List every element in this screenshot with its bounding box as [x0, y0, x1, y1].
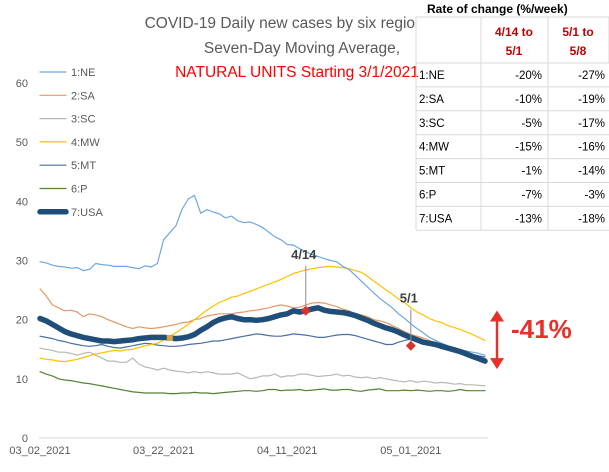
legend: 1:NE 2:SA 3:SC 4:MW 5:MT 6:P 7:USA [37, 67, 103, 219]
event-marker-diamond [300, 305, 311, 316]
legend-label: 6:P [71, 184, 88, 196]
y-tick-label: 10 [16, 374, 28, 386]
table-cell-region: 2:SA [419, 94, 444, 106]
table-col2-header-line-1: 5/1 to [562, 25, 593, 39]
change-arrow-head-up [490, 310, 504, 322]
table-cell-change-2: -17% [578, 118, 605, 130]
x-tick-label: 03_22_2021 [133, 445, 194, 457]
table-cell-change-1: -10% [515, 94, 542, 106]
y-tick-label: 30 [16, 256, 28, 268]
table-cell-region: 6:P [419, 190, 437, 202]
table-cell-change-2: -27% [578, 70, 605, 82]
event-marker-label: 5/1 [400, 291, 418, 306]
table-cell-change-1: -13% [515, 213, 542, 225]
table-cell-region: 3:SC [419, 118, 445, 130]
table-cell-change-1: -20% [515, 70, 542, 82]
chart-title-line-2: Seven-Day Moving Average, [204, 40, 400, 57]
table-cell-change-1: -15% [515, 142, 542, 154]
x-tick-labels: 03_02_2021 03_22_2021 04_11_2021 05_01_2021 [9, 445, 441, 457]
table-col2-header-line-2: 5/8 [570, 44, 587, 58]
chart-title-line-3: NATURAL UNITS Starting 3/1/2021 [175, 64, 419, 81]
series-line-p [39, 371, 486, 395]
table-cell-change-1: -7% [522, 190, 542, 202]
x-tick-label: 03_02_2021 [9, 445, 70, 457]
y-tick-label: 0 [22, 433, 28, 445]
legend-label: 1:NE [71, 67, 95, 79]
table-col1-header-line-1: 4/14 to [495, 25, 533, 39]
series-line-sa [39, 288, 486, 360]
table-cell-change-2: -16% [578, 142, 605, 154]
table-title: Rate of change (%/week) [427, 2, 568, 16]
x-tick-label: 04_11_2021 [257, 445, 317, 457]
orange-marker [166, 335, 173, 342]
legend-label: 7:USA [71, 207, 103, 219]
table-cell-change-2: -18% [578, 213, 605, 225]
legend-label: 4:MW [71, 137, 100, 149]
series-line-sc [39, 347, 486, 387]
x-tick-label: 05_01_2021 [380, 445, 441, 457]
y-tick-labels: 0 10 20 30 40 50 60 [16, 78, 28, 445]
table-cell-change-2: -14% [578, 166, 605, 178]
y-tick-label: 50 [16, 137, 28, 149]
rate-of-change-table: Rate of change (%/week) 4/14 to 5/1 5/1 … [415, 2, 609, 231]
table-cell-change-1: -1% [522, 166, 542, 178]
y-tick-label: 40 [16, 196, 28, 208]
table-cell-change-1: -5% [522, 118, 542, 130]
table-cell-region: 5:MT [419, 166, 445, 178]
legend-label: 5:MT [71, 160, 96, 172]
y-tick-label: 60 [16, 78, 28, 90]
table-cell-region: 7:USA [419, 213, 453, 225]
legend-label: 2:SA [71, 90, 96, 102]
table-col1-header-line-2: 5/1 [506, 44, 523, 58]
event-marker-diamond [405, 340, 416, 351]
table-rows: 1:NE -20% -27% 2:SA -10% -19% 3:SC -5% -17% 4:MW -… [416, 62, 609, 231]
table-cell-change-2: -3% [585, 190, 605, 202]
change-arrow-head-down [490, 358, 504, 370]
table-cell-region: 4:MW [419, 142, 449, 154]
change-percent-label: -41% [511, 314, 572, 344]
series-line-mw [39, 265, 486, 363]
y-tick-label: 20 [16, 315, 28, 327]
legend-label: 3:SC [71, 114, 96, 126]
event-markers: 4/14 5/1 [166, 247, 418, 351]
chart-title-line-1: COVID-19 Daily new cases by six regions [145, 15, 432, 32]
table-cell-change-2: -19% [578, 94, 605, 106]
table-cell-region: 1:NE [419, 70, 445, 82]
change-arrow: -41% [490, 310, 572, 370]
event-marker-label: 4/14 [291, 247, 317, 262]
